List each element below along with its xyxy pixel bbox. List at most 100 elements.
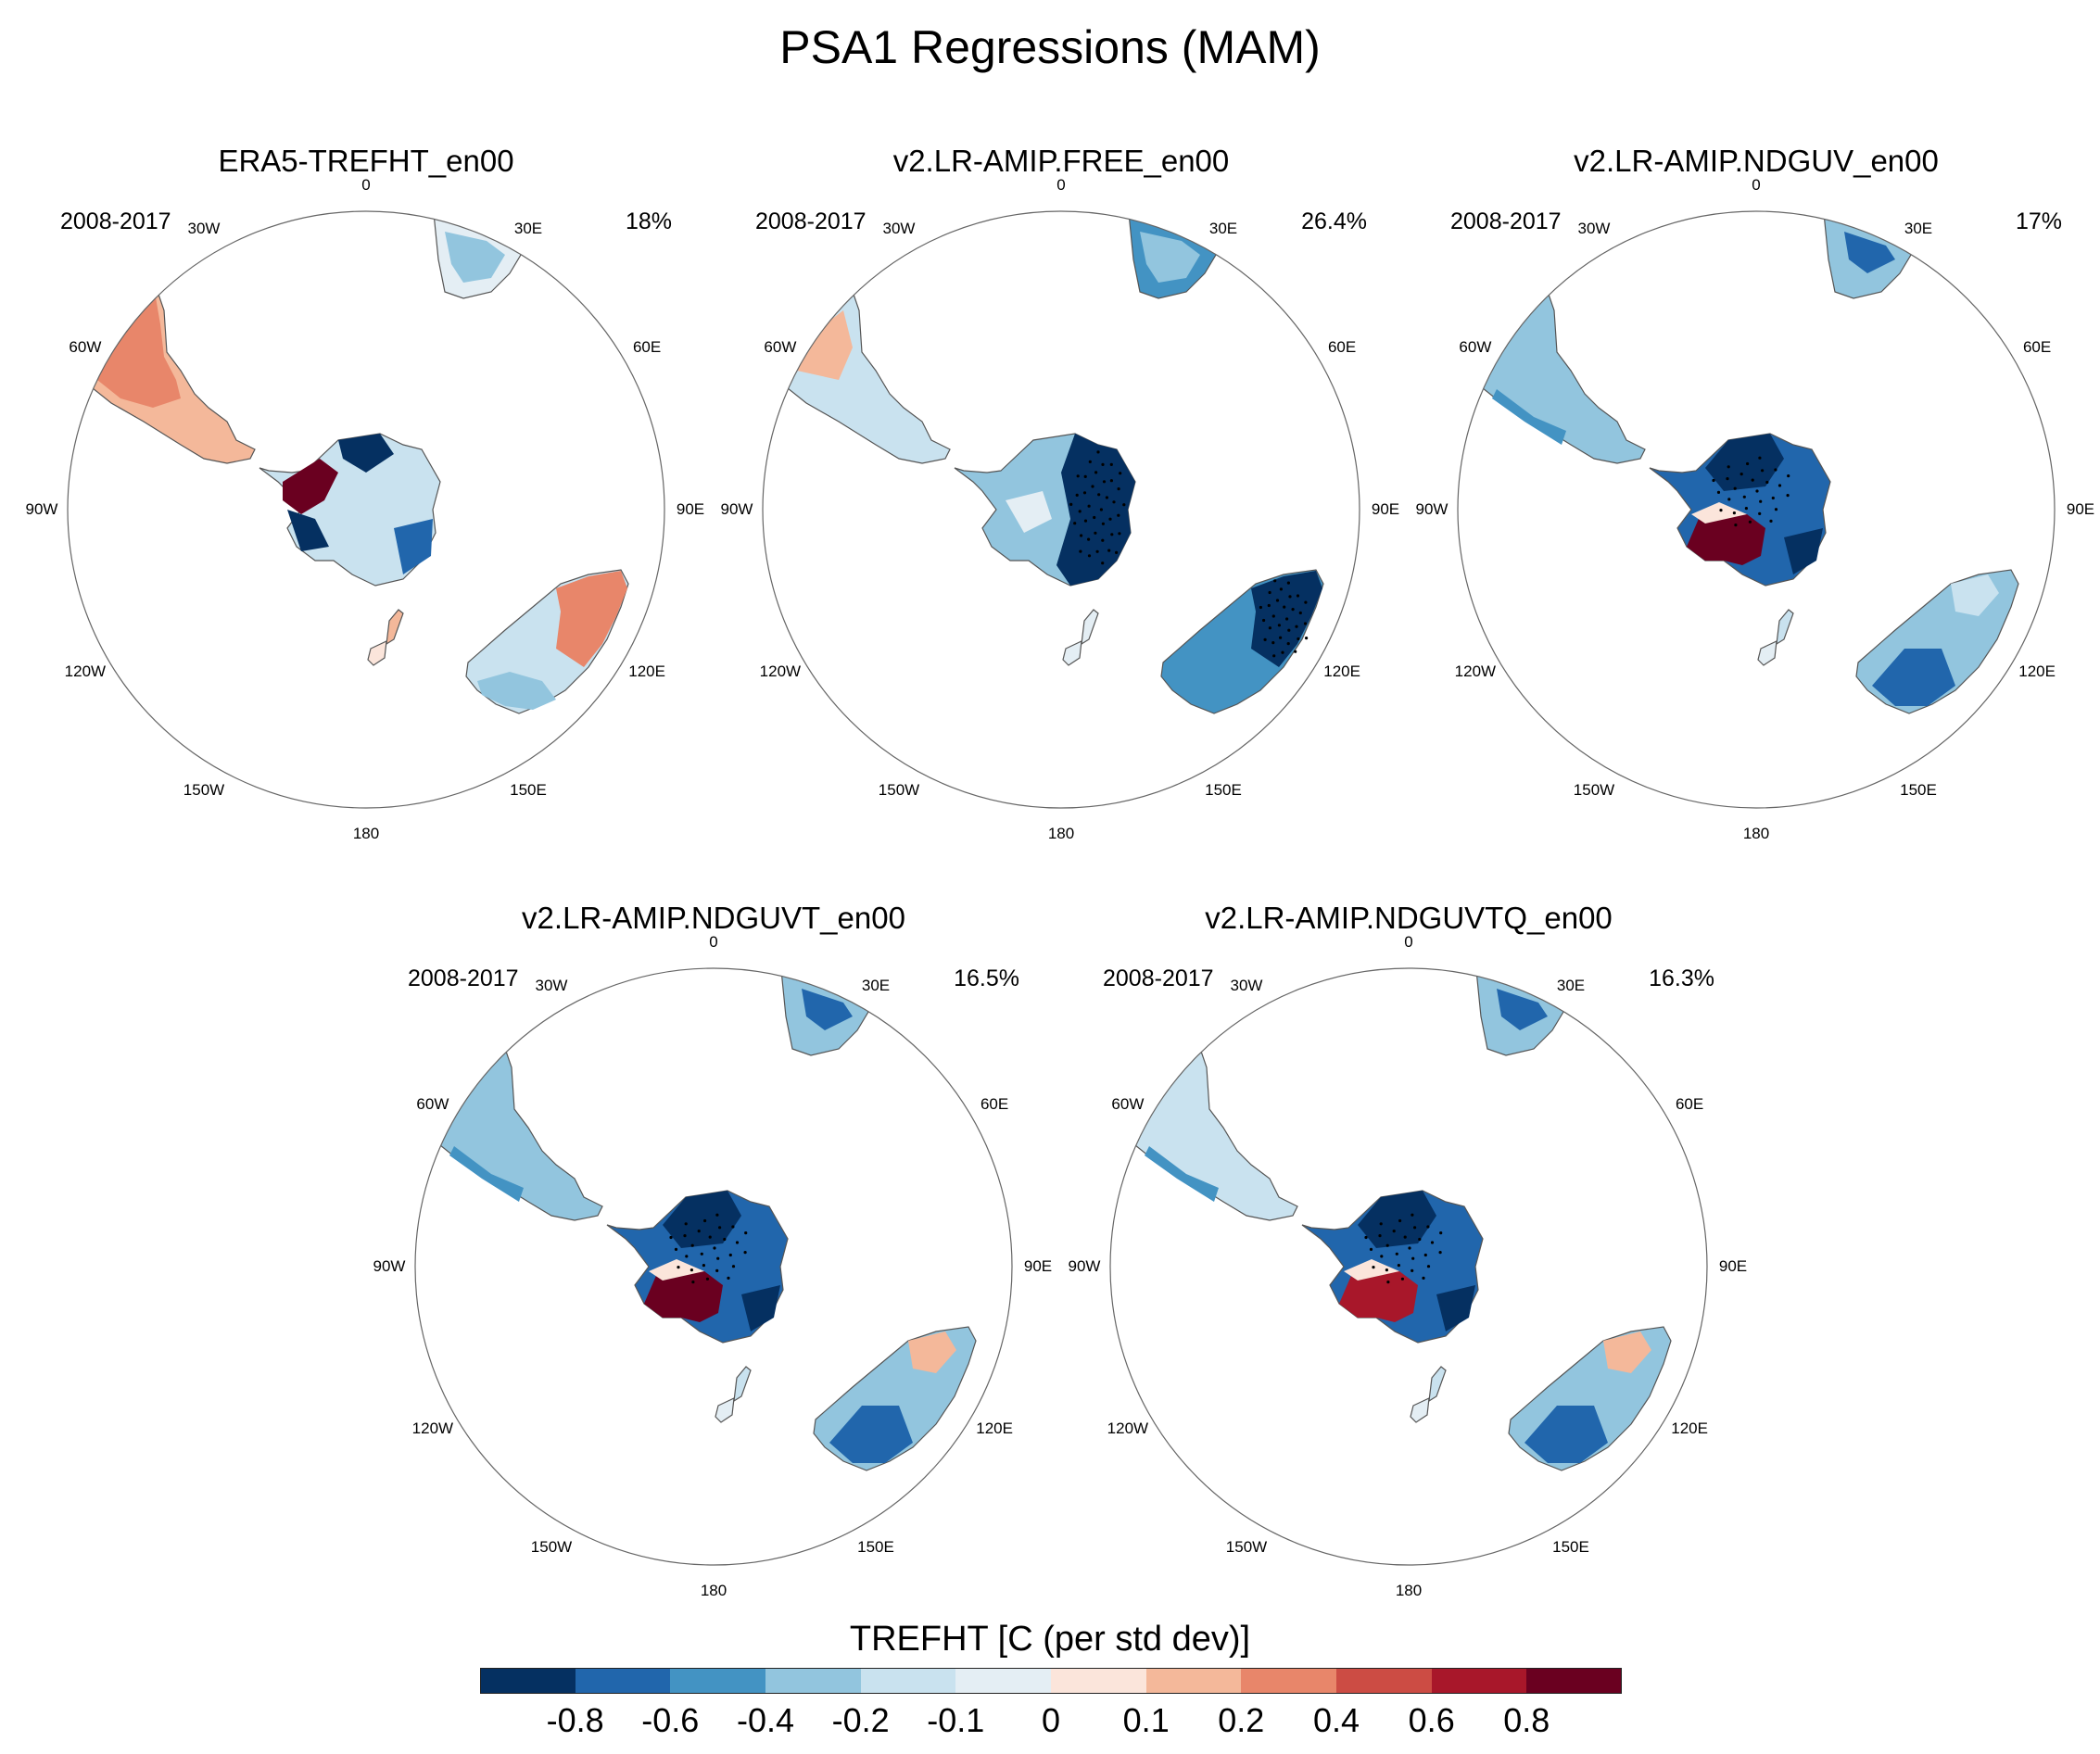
south-america-warm-core: [797, 310, 853, 380]
new-zealand-south: [1757, 640, 1777, 666]
map-boundary-circle: [762, 210, 1360, 809]
panel-period: 2008-2017: [755, 208, 867, 234]
new-zealand-north: [1428, 1366, 1447, 1403]
polar-map: [762, 210, 1360, 809]
east-antarctic-cold: [1705, 434, 1784, 491]
colorbar-swatch: [1241, 1668, 1337, 1694]
longitude-label: 30E: [861, 976, 891, 994]
longitude-label: 30E: [513, 219, 543, 237]
colorbar-swatch: [575, 1668, 671, 1694]
longitude-label: 30E: [1556, 976, 1586, 994]
africa-cold-patch: [1844, 232, 1895, 273]
longitude-label: 120W: [1107, 1420, 1149, 1437]
longitude-label: 90W: [1068, 1257, 1101, 1275]
longitude-label: 120E: [628, 662, 665, 680]
significance-stippling: [1069, 450, 1126, 565]
longitude-label: 90E: [1718, 1257, 1748, 1275]
colorbar-swatch: [765, 1668, 862, 1694]
longitude-label: 60W: [416, 1095, 449, 1113]
significance-stippling: [669, 1213, 748, 1284]
australia-cold-south: [1524, 1406, 1608, 1463]
longitude-label: 90E: [1023, 1257, 1053, 1275]
longitude-label: 60E: [2022, 338, 2052, 356]
colorbar-swatch: [480, 1668, 576, 1694]
colorbar-swatch: [1336, 1668, 1433, 1694]
west-antarctic-warm-anomaly: [283, 459, 338, 514]
africa-cool-patch: [445, 232, 505, 283]
longitude-label: 150W: [183, 781, 225, 800]
longitude-label: 120E: [976, 1420, 1013, 1437]
south-america-cool-band: [449, 1146, 524, 1202]
colorbar-tick-label: 0.4: [1312, 1701, 1360, 1739]
coastal-cold: [1436, 1285, 1475, 1331]
longitude-label: 60W: [1111, 1095, 1145, 1113]
longitude-label: 30E: [1208, 219, 1238, 237]
map-panel: v2.LR-AMIP.FREE_en00 2008-2017 26.4% 0 30E 60…: [709, 144, 1413, 876]
colorbar-title: TREFHT [C (per std dev)]: [849, 1620, 1251, 1659]
west-antarctic-warm-anomaly: [1339, 1271, 1418, 1322]
longitude-label: 120E: [1671, 1420, 1708, 1437]
map-panel: v2.LR-AMIP.NDGUV_en00 2008-2017 17% 0 30E 60E…: [1404, 144, 2100, 876]
east-antarctic-cold: [1056, 434, 1135, 586]
colorbar-tick-label: -0.1: [927, 1701, 985, 1739]
panel-title: ERA5-TREFHT_en00: [218, 144, 514, 178]
colorbar-tick-label: -0.2: [831, 1701, 890, 1739]
longitude-label: 90E: [1371, 500, 1400, 518]
new-zealand-south: [1410, 1397, 1430, 1423]
colorbar-tick-label: -0.4: [736, 1701, 795, 1739]
africa-cold-patch: [1497, 989, 1548, 1030]
longitude-label: 120E: [1323, 662, 1360, 680]
longitude-label: 60E: [1675, 1095, 1704, 1113]
longitude-label: 90E: [2066, 500, 2095, 518]
australia-warm-east: [556, 571, 627, 667]
longitude-label: 150W: [530, 1538, 573, 1557]
east-antarctic-cold: [1358, 1191, 1436, 1248]
map-panel: v2.LR-AMIP.NDGUVT_en00 2008-2017 16.5% 0 30E…: [361, 901, 1066, 1633]
significance-stippling: [1259, 579, 1309, 658]
polar-map: [414, 967, 1013, 1566]
longitude-label: 60E: [632, 338, 662, 356]
colorbar-swatch: [1051, 1668, 1147, 1694]
coastal-cold: [1784, 528, 1823, 574]
significance-stippling: [1364, 1213, 1443, 1284]
colorbar-swatch: [860, 1668, 956, 1694]
longitude-label: 60W: [764, 338, 797, 356]
south-america-warm-core: [97, 292, 181, 408]
madagascar-shading: [1639, 1010, 1661, 1037]
longitude-label: 180: [700, 1582, 727, 1599]
longitude-label: 30W: [1577, 219, 1611, 237]
africa-cold-patch: [802, 989, 853, 1030]
colorbar-frame: [480, 1668, 1622, 1694]
new-zealand-north: [1776, 609, 1794, 646]
colorbar-swatch: [1526, 1668, 1623, 1694]
australia-north-patch: [1951, 574, 1999, 616]
panel-title: v2.LR-AMIP.NDGUVT_en00: [522, 901, 905, 935]
longitude-label: 0: [709, 933, 718, 951]
warm-fringe: [649, 1259, 704, 1281]
colorbar-tick-label: -0.8: [546, 1701, 604, 1739]
map-boundary-circle: [1109, 967, 1708, 1566]
map-boundary-circle: [414, 967, 1013, 1566]
longitude-label: 150E: [1552, 1538, 1589, 1557]
australia-cold-south: [1872, 649, 1955, 706]
panel-title: v2.LR-AMIP.NDGUVTQ_en00: [1205, 901, 1613, 935]
longitude-label: 150E: [1205, 781, 1242, 800]
figure-title: PSA1 Regressions (MAM): [779, 21, 1321, 73]
longitude-label: 90W: [25, 500, 58, 518]
new-zealand-north: [733, 1366, 752, 1403]
longitude-label: 30W: [535, 976, 568, 994]
panel-period: 2008-2017: [60, 208, 171, 234]
longitude-label: 0: [1404, 933, 1413, 951]
australia-cold-south: [829, 1406, 913, 1463]
longitude-label: 30W: [882, 219, 916, 237]
longitude-label: 120W: [1454, 662, 1497, 680]
longitude-label: 150E: [857, 1538, 894, 1557]
longitude-label: 120E: [2018, 662, 2056, 680]
colorbar-swatch: [1431, 1668, 1527, 1694]
polar-map: [1109, 967, 1708, 1566]
map-boundary-circle: [67, 210, 665, 809]
longitude-label: 60W: [1459, 338, 1492, 356]
longitude-label: 0: [361, 176, 371, 194]
map-boundary-circle: [1457, 210, 2056, 809]
longitude-label: 90W: [1415, 500, 1448, 518]
